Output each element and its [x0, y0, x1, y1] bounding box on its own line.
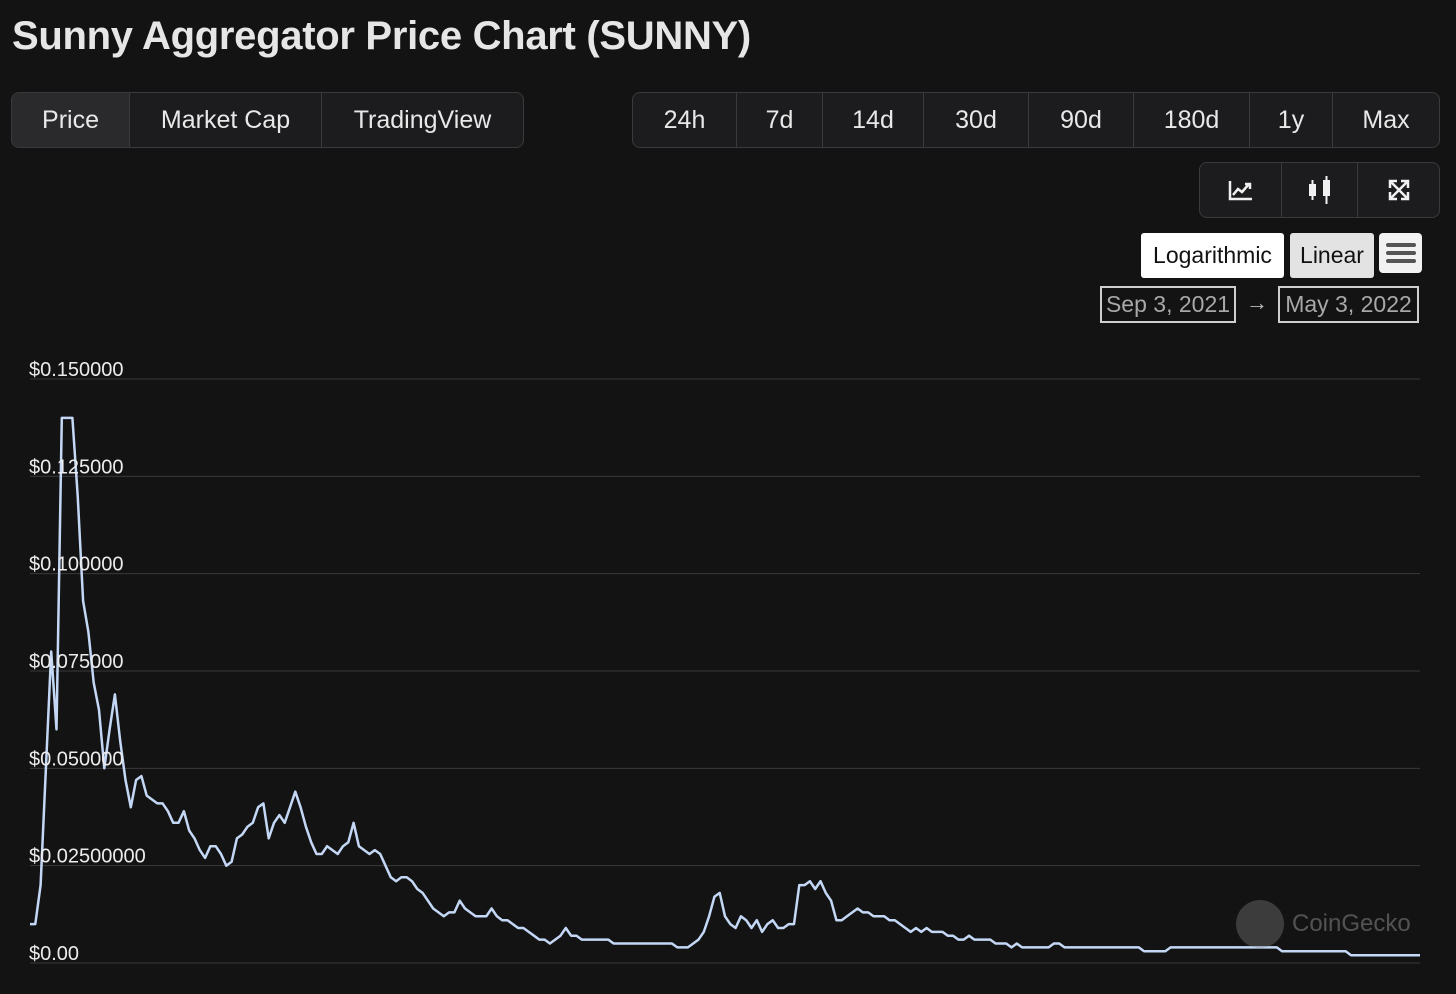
tab-price[interactable]: Price [12, 93, 130, 147]
y-tick-label: $0.00 [29, 943, 79, 965]
y-tick-label: $0.02500000 [29, 846, 146, 868]
y-tick-label: $0.050000 [29, 748, 124, 770]
line-chart-icon [1228, 181, 1252, 201]
view-tabs: Price Market Cap TradingView [11, 92, 524, 148]
range-14d-button[interactable]: 14d [823, 93, 924, 147]
y-tick-label: $0.125000 [29, 456, 124, 478]
range-24h-button[interactable]: 24h [633, 93, 737, 147]
price-series [30, 416, 1420, 957]
grid [30, 378, 1420, 964]
range-max-button[interactable]: Max [1362, 105, 1410, 134]
candlestick-icon [1308, 176, 1330, 204]
chart-type-tools [1199, 162, 1440, 218]
logarithmic-scale-button[interactable]: Logarithmic [1141, 233, 1284, 278]
tab-market-cap[interactable]: Market Cap [130, 93, 322, 147]
range-1y-button[interactable]: 1y [1250, 93, 1333, 147]
arrow-right-icon: → [1246, 290, 1268, 315]
date-to-input[interactable]: May 3, 2022 [1278, 286, 1419, 323]
page-title: Sunny Aggregator Price Chart (SUNNY) [12, 14, 751, 58]
y-tick-label: $0.150000 [29, 359, 124, 381]
y-tick-label: $0.100000 [29, 554, 124, 576]
tab-tradingview[interactable]: TradingView [353, 105, 492, 134]
coingecko-watermark: CoinGecko [1236, 900, 1411, 948]
watermark-text: CoinGecko [1292, 910, 1411, 937]
fullscreen-icon [1388, 179, 1409, 201]
range-7d-button[interactable]: 7d [737, 93, 823, 147]
range-90d-button[interactable]: 90d [1029, 93, 1134, 147]
y-axis-labels: $0.00 $0.02500000 $0.050000 $0.075000 $0.100… [29, 359, 146, 965]
coingecko-logo-icon [1236, 900, 1284, 948]
y-tick-label: $0.075000 [29, 651, 124, 673]
linear-scale-button[interactable]: Linear [1290, 233, 1374, 278]
price-line [30, 416, 1420, 957]
range-30d-button[interactable]: 30d [924, 93, 1029, 147]
line-chart-button[interactable] [1200, 163, 1282, 217]
candlestick-button[interactable] [1282, 163, 1358, 217]
date-from-input[interactable]: Sep 3, 2021 [1100, 286, 1236, 323]
time-range-tabs: 24h 7d 14d 30d 90d 180d 1y Max [632, 92, 1440, 148]
price-chart[interactable]: $0.00 $0.02500000 $0.050000 $0.075000 $0.100… [0, 340, 1456, 980]
hamburger-icon [1385, 243, 1416, 247]
chart-menu-button[interactable] [1379, 233, 1422, 273]
range-180d-button[interactable]: 180d [1134, 93, 1250, 147]
fullscreen-button[interactable] [1358, 163, 1439, 217]
